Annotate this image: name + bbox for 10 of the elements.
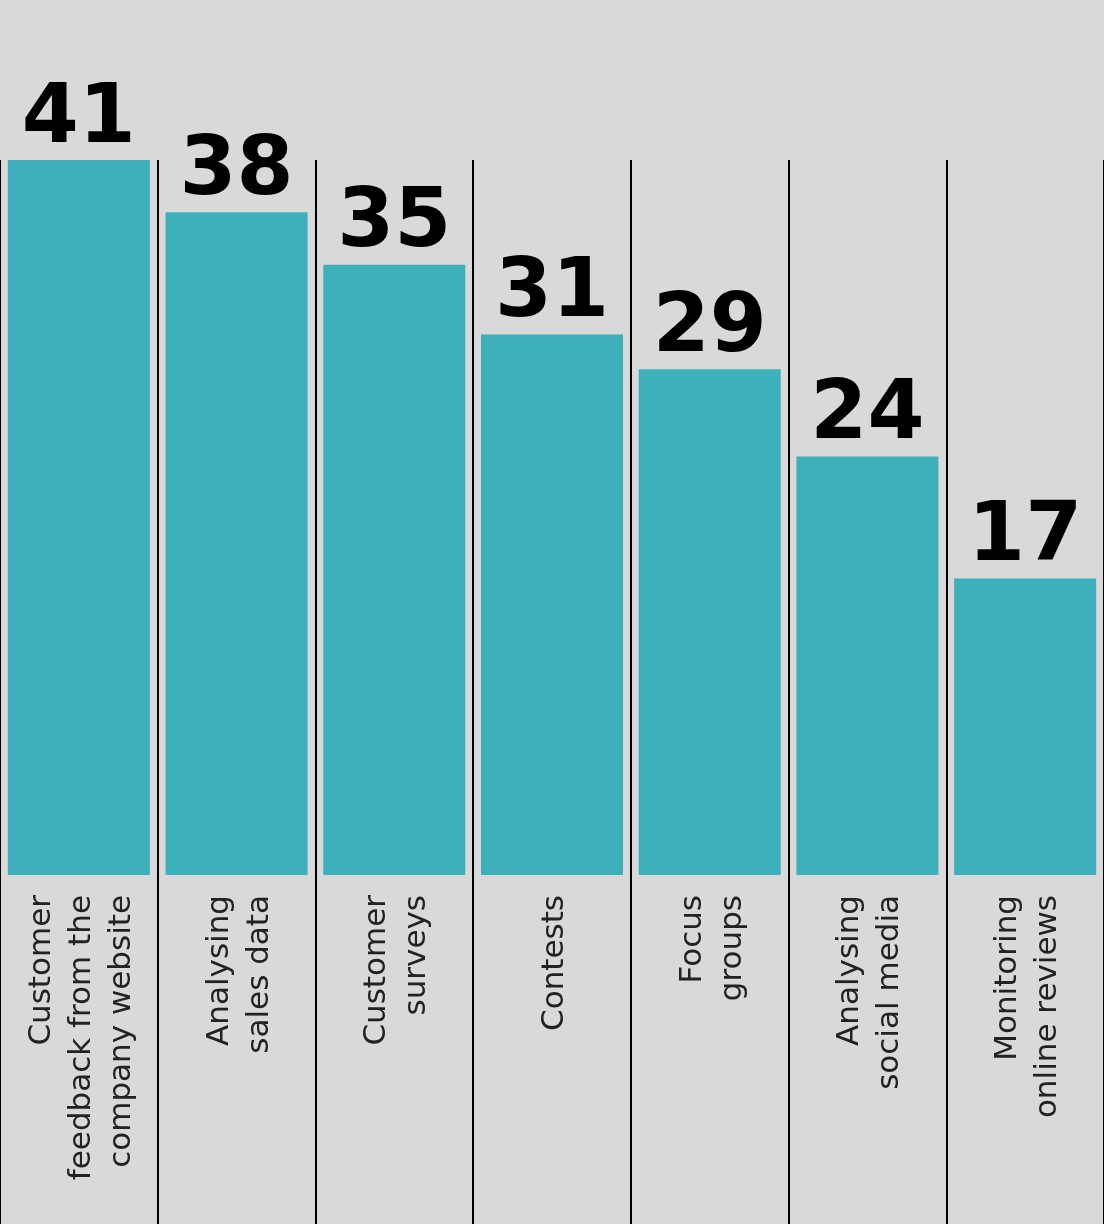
x-tick-label: Focus groups	[671, 895, 748, 1002]
data-label: 31	[494, 239, 610, 335]
x-tick-label: Customer feedback from the company website	[20, 894, 137, 1181]
x-tick-label: Contests	[534, 895, 570, 1031]
data-label: 41	[21, 65, 136, 161]
data-label: 29	[652, 274, 767, 370]
data-label: 35	[337, 170, 452, 266]
data-label: 24	[810, 361, 925, 457]
data-label: 17	[968, 484, 1083, 580]
data-label: 38	[179, 117, 294, 213]
